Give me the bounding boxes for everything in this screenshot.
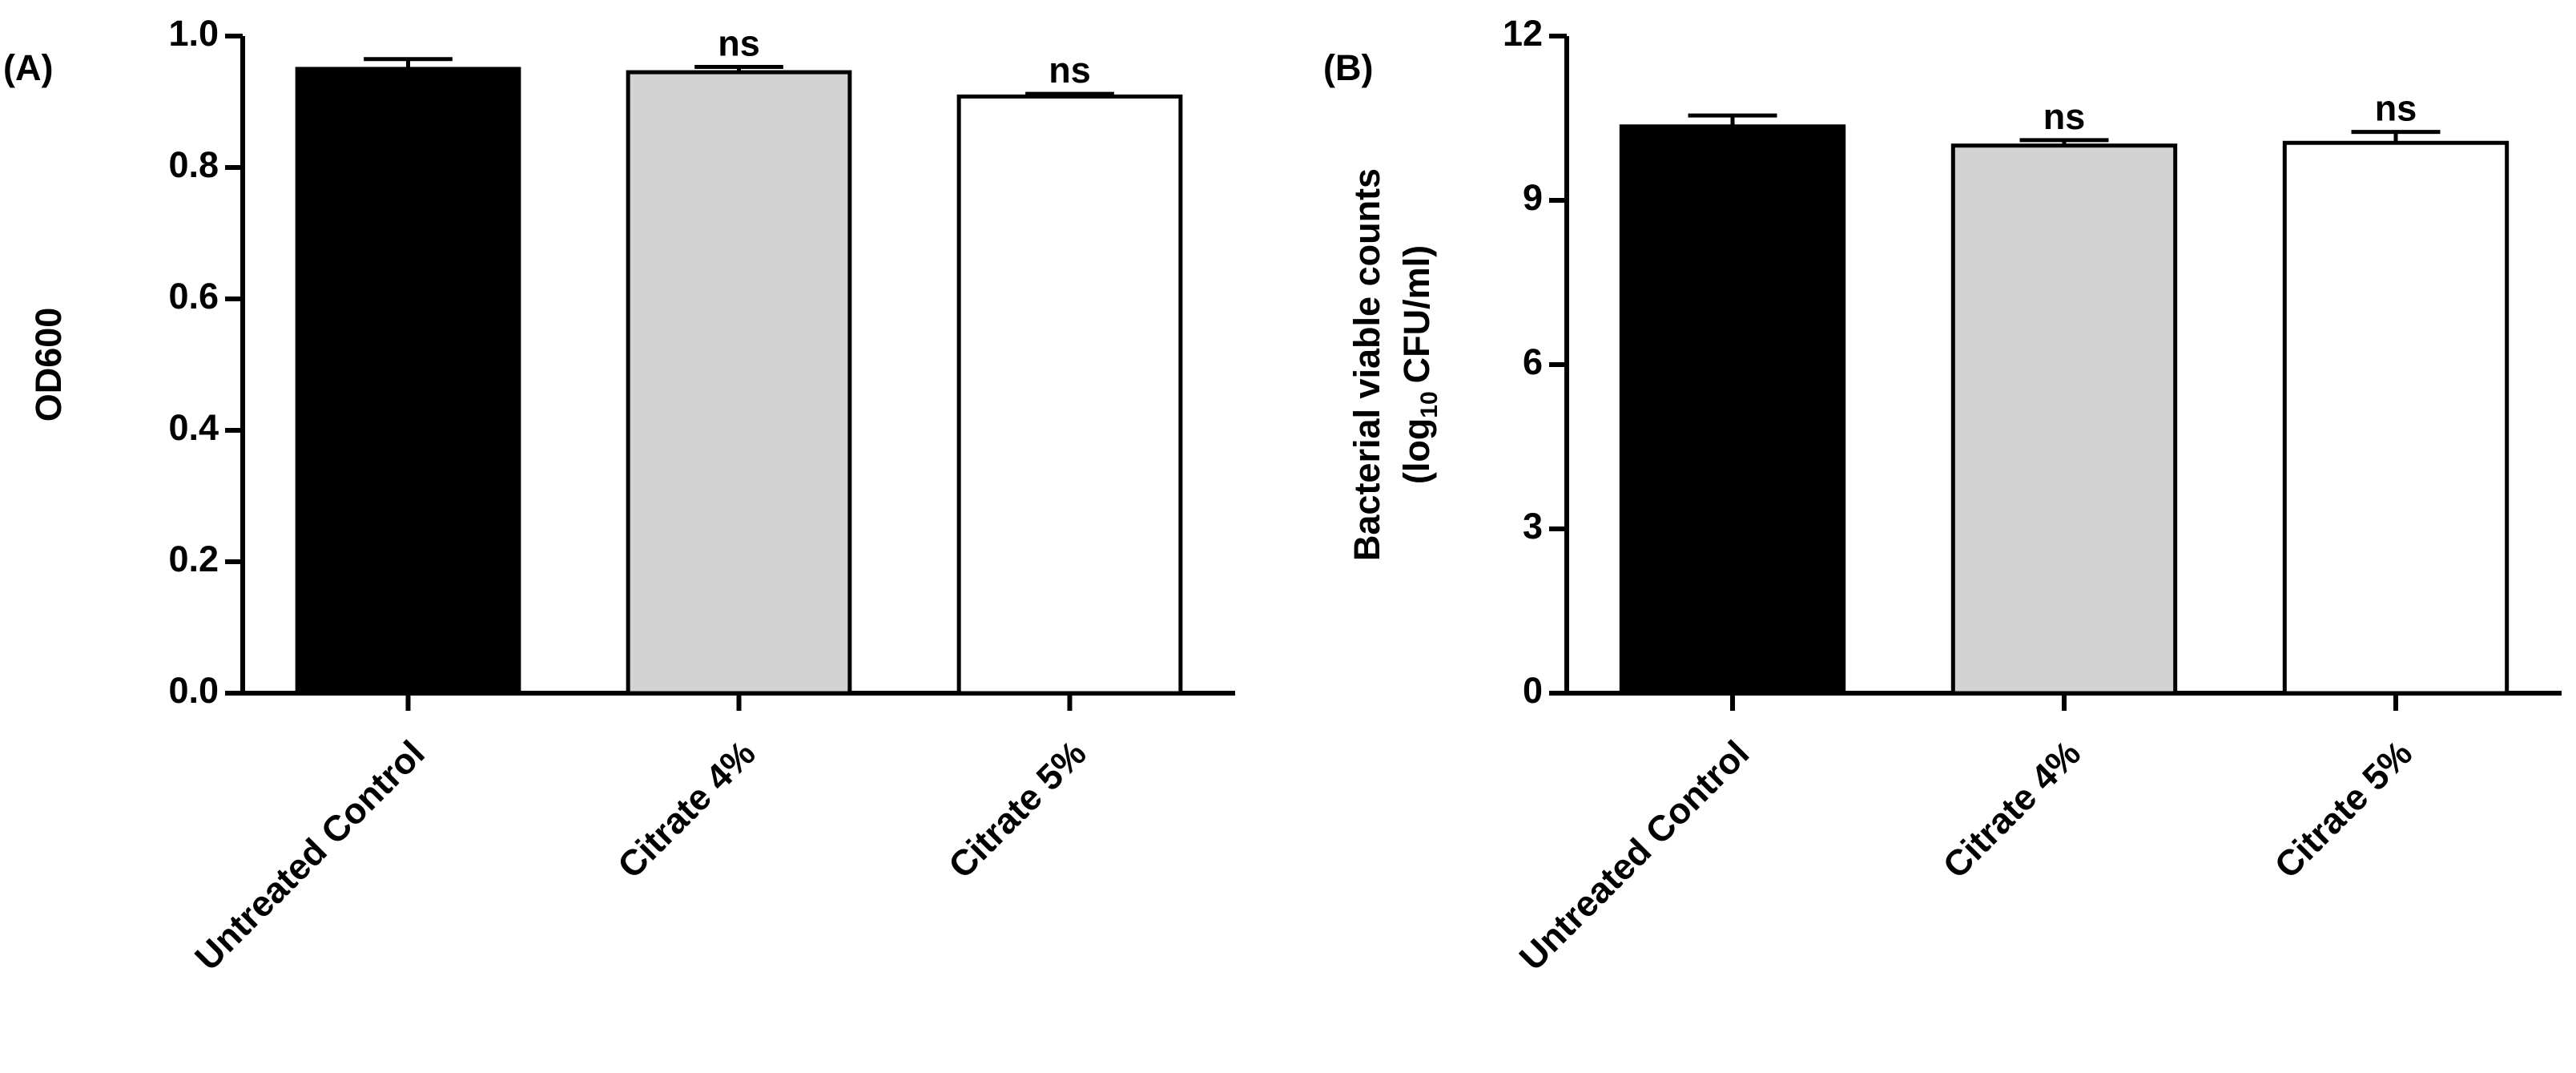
- significance-label: ns: [2375, 88, 2417, 129]
- y-tick-label: 1.0: [168, 13, 219, 54]
- significance-label: ns: [1049, 50, 1091, 91]
- bar: [1950, 143, 2178, 696]
- y-tick-label: 0.4: [168, 407, 219, 448]
- bar: [1619, 124, 1846, 696]
- y-axis-label-part: CFU/ml): [1396, 245, 1437, 384]
- y-axis-label-part: (log: [1396, 418, 1437, 484]
- x-tick-label: Citrate 4%: [610, 732, 763, 886]
- y-tick-label: 9: [1523, 177, 1543, 218]
- panel-label: (B): [1323, 47, 1373, 88]
- y-tick-label: 0.6: [168, 276, 219, 317]
- x-tick-label: Citrate 4%: [1935, 732, 2089, 886]
- x-tick-label: Untreated Control: [1511, 732, 1757, 978]
- y-tick-label: 0.0: [168, 670, 219, 711]
- bar: [295, 67, 521, 696]
- y-tick-label: 6: [1523, 341, 1543, 382]
- y-tick-label: 12: [1503, 13, 1543, 54]
- bar: [956, 94, 1183, 696]
- bar: [2282, 140, 2510, 696]
- y-tick-label: 0.8: [168, 144, 219, 185]
- x-tick-label: Citrate 5%: [940, 732, 1094, 886]
- y-axis-label: OD600: [28, 308, 69, 422]
- significance-label: ns: [718, 23, 760, 64]
- y-tick-label: 0: [1523, 670, 1543, 711]
- y-axis-label-subscript: 10: [1416, 391, 1443, 418]
- y-axis-label: Bacterial viable counts: [1346, 168, 1387, 561]
- bar: [626, 70, 852, 696]
- y-axis-label: (log10 CFU/ml): [1396, 245, 1443, 484]
- y-tick-label: 0.2: [168, 539, 219, 579]
- panel-label: (A): [3, 47, 53, 88]
- y-tick-label: 3: [1523, 506, 1543, 547]
- significance-label: ns: [2043, 96, 2086, 137]
- x-tick-label: Untreated Control: [187, 732, 433, 978]
- x-tick-label: Citrate 5%: [2267, 732, 2421, 886]
